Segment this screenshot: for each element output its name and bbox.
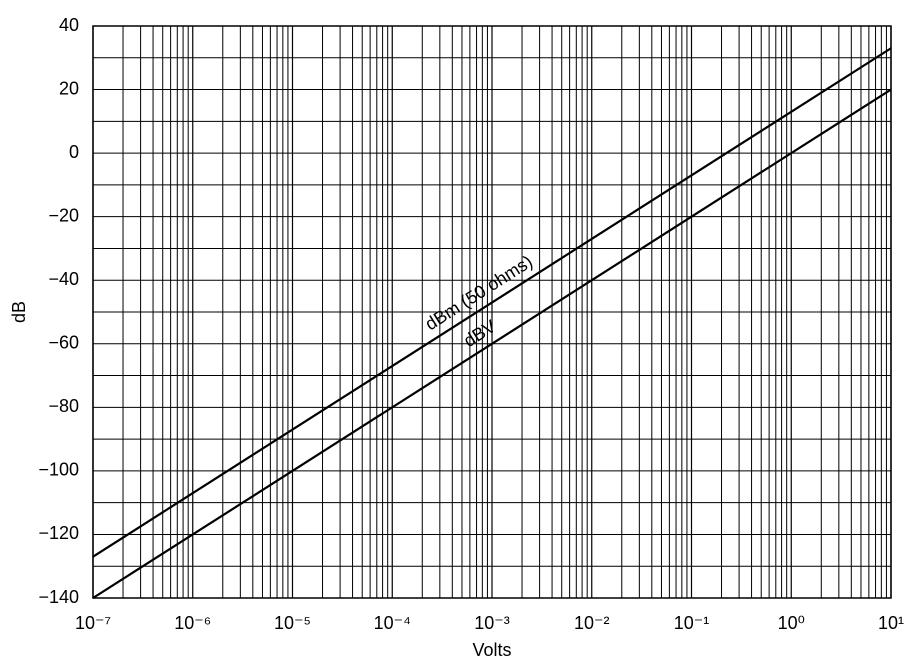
x-tick-label: 10⁻⁵ [274, 613, 311, 633]
x-tick-label: 10⁰ [778, 613, 805, 633]
y-tick-label: −140 [38, 587, 79, 607]
x-tick-label: 10¹ [878, 613, 904, 633]
x-tick-label: 10⁻⁴ [374, 613, 411, 633]
y-tick-label: −20 [48, 205, 79, 225]
y-tick-label: −80 [48, 396, 79, 416]
x-tick-label: 10⁻¹ [674, 613, 710, 633]
x-tick-label: 10⁻³ [474, 613, 510, 633]
y-tick-label: 20 [59, 78, 79, 98]
y-tick-label: −60 [48, 333, 79, 353]
y-tick-label: 40 [59, 15, 79, 35]
y-tick-label: −100 [38, 460, 79, 480]
x-tick-label: 10⁻⁷ [75, 613, 111, 633]
y-tick-label: −120 [38, 523, 79, 543]
x-axis-label: Volts [472, 640, 511, 660]
line-label: dBV [460, 316, 499, 351]
x-tick-label: 10⁻⁶ [174, 613, 211, 633]
plot-frame [92, 25, 892, 599]
y-tick-label: 0 [69, 142, 79, 162]
data-line [92, 47, 892, 558]
x-tick-label: 10⁻² [574, 613, 610, 633]
y-tick-label: −40 [48, 269, 79, 289]
y-axis-label: dB [9, 301, 29, 323]
data-line [92, 88, 892, 599]
